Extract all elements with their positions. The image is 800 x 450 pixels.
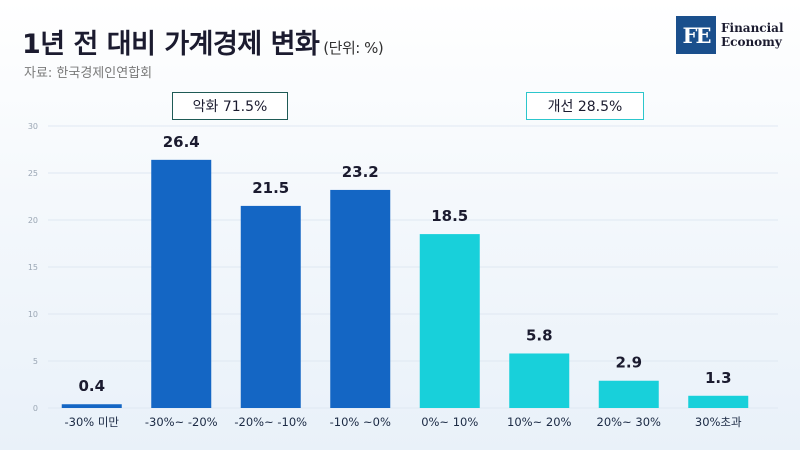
bar-value-label: 21.5 bbox=[252, 179, 289, 197]
chart-title-text: 1년 전 대비 가계경제 변화 bbox=[22, 29, 320, 60]
bar-value-label: 18.5 bbox=[431, 207, 468, 225]
source-label: 자료: 한국경제인연합회 bbox=[24, 66, 153, 81]
chart-title: 1년 전 대비 가계경제 변화 (단위: %) bbox=[22, 22, 384, 61]
x-tick-label: 20%~ 30% bbox=[597, 415, 661, 429]
bar-value-label: 26.4 bbox=[163, 133, 200, 151]
y-tick-label: 25 bbox=[28, 169, 38, 178]
financial-economy-logo: FE Financial Economy bbox=[676, 16, 784, 54]
worsened-group-label: 악화 71.5% bbox=[172, 92, 288, 120]
y-tick-label: 5 bbox=[33, 357, 38, 366]
y-tick-label: 0 bbox=[33, 404, 38, 413]
logo-line-1: Financial bbox=[721, 21, 784, 35]
x-tick-label: 10%~ 20% bbox=[507, 415, 571, 429]
x-tick-label: -30% 미만 bbox=[64, 415, 119, 429]
bar-value-label: 0.4 bbox=[78, 377, 105, 395]
x-tick-label: -20%~ -10% bbox=[234, 415, 307, 429]
logo-line-2: Economy bbox=[721, 35, 782, 49]
bar bbox=[688, 395, 749, 408]
bar-value-label: 2.9 bbox=[615, 354, 642, 372]
bar bbox=[151, 159, 212, 408]
x-tick-label: -10% ~0% bbox=[330, 415, 391, 429]
logo-wordmark: Financial Economy bbox=[721, 21, 784, 49]
x-tick-label: 0%~ 10% bbox=[421, 415, 478, 429]
bar bbox=[61, 404, 122, 408]
bar bbox=[330, 189, 391, 408]
bar bbox=[419, 234, 480, 408]
unit-label: (단위: %) bbox=[323, 39, 384, 57]
bar-value-label: 5.8 bbox=[526, 326, 553, 344]
y-tick-label: 20 bbox=[28, 216, 38, 225]
improved-group-label: 개선 28.5% bbox=[526, 92, 644, 120]
x-tick-label: -30%~ -20% bbox=[145, 415, 218, 429]
x-tick-label: 30%초과 bbox=[695, 415, 742, 429]
bar bbox=[598, 380, 659, 408]
y-tick-label: 30 bbox=[28, 122, 38, 131]
y-tick-label: 15 bbox=[28, 263, 38, 272]
y-tick-label: 10 bbox=[28, 310, 38, 319]
logo-mark-icon: FE bbox=[676, 16, 716, 54]
bar bbox=[509, 353, 570, 408]
bar-value-label: 1.3 bbox=[705, 369, 732, 387]
bar-value-label: 23.2 bbox=[342, 163, 379, 181]
bar bbox=[240, 205, 301, 408]
